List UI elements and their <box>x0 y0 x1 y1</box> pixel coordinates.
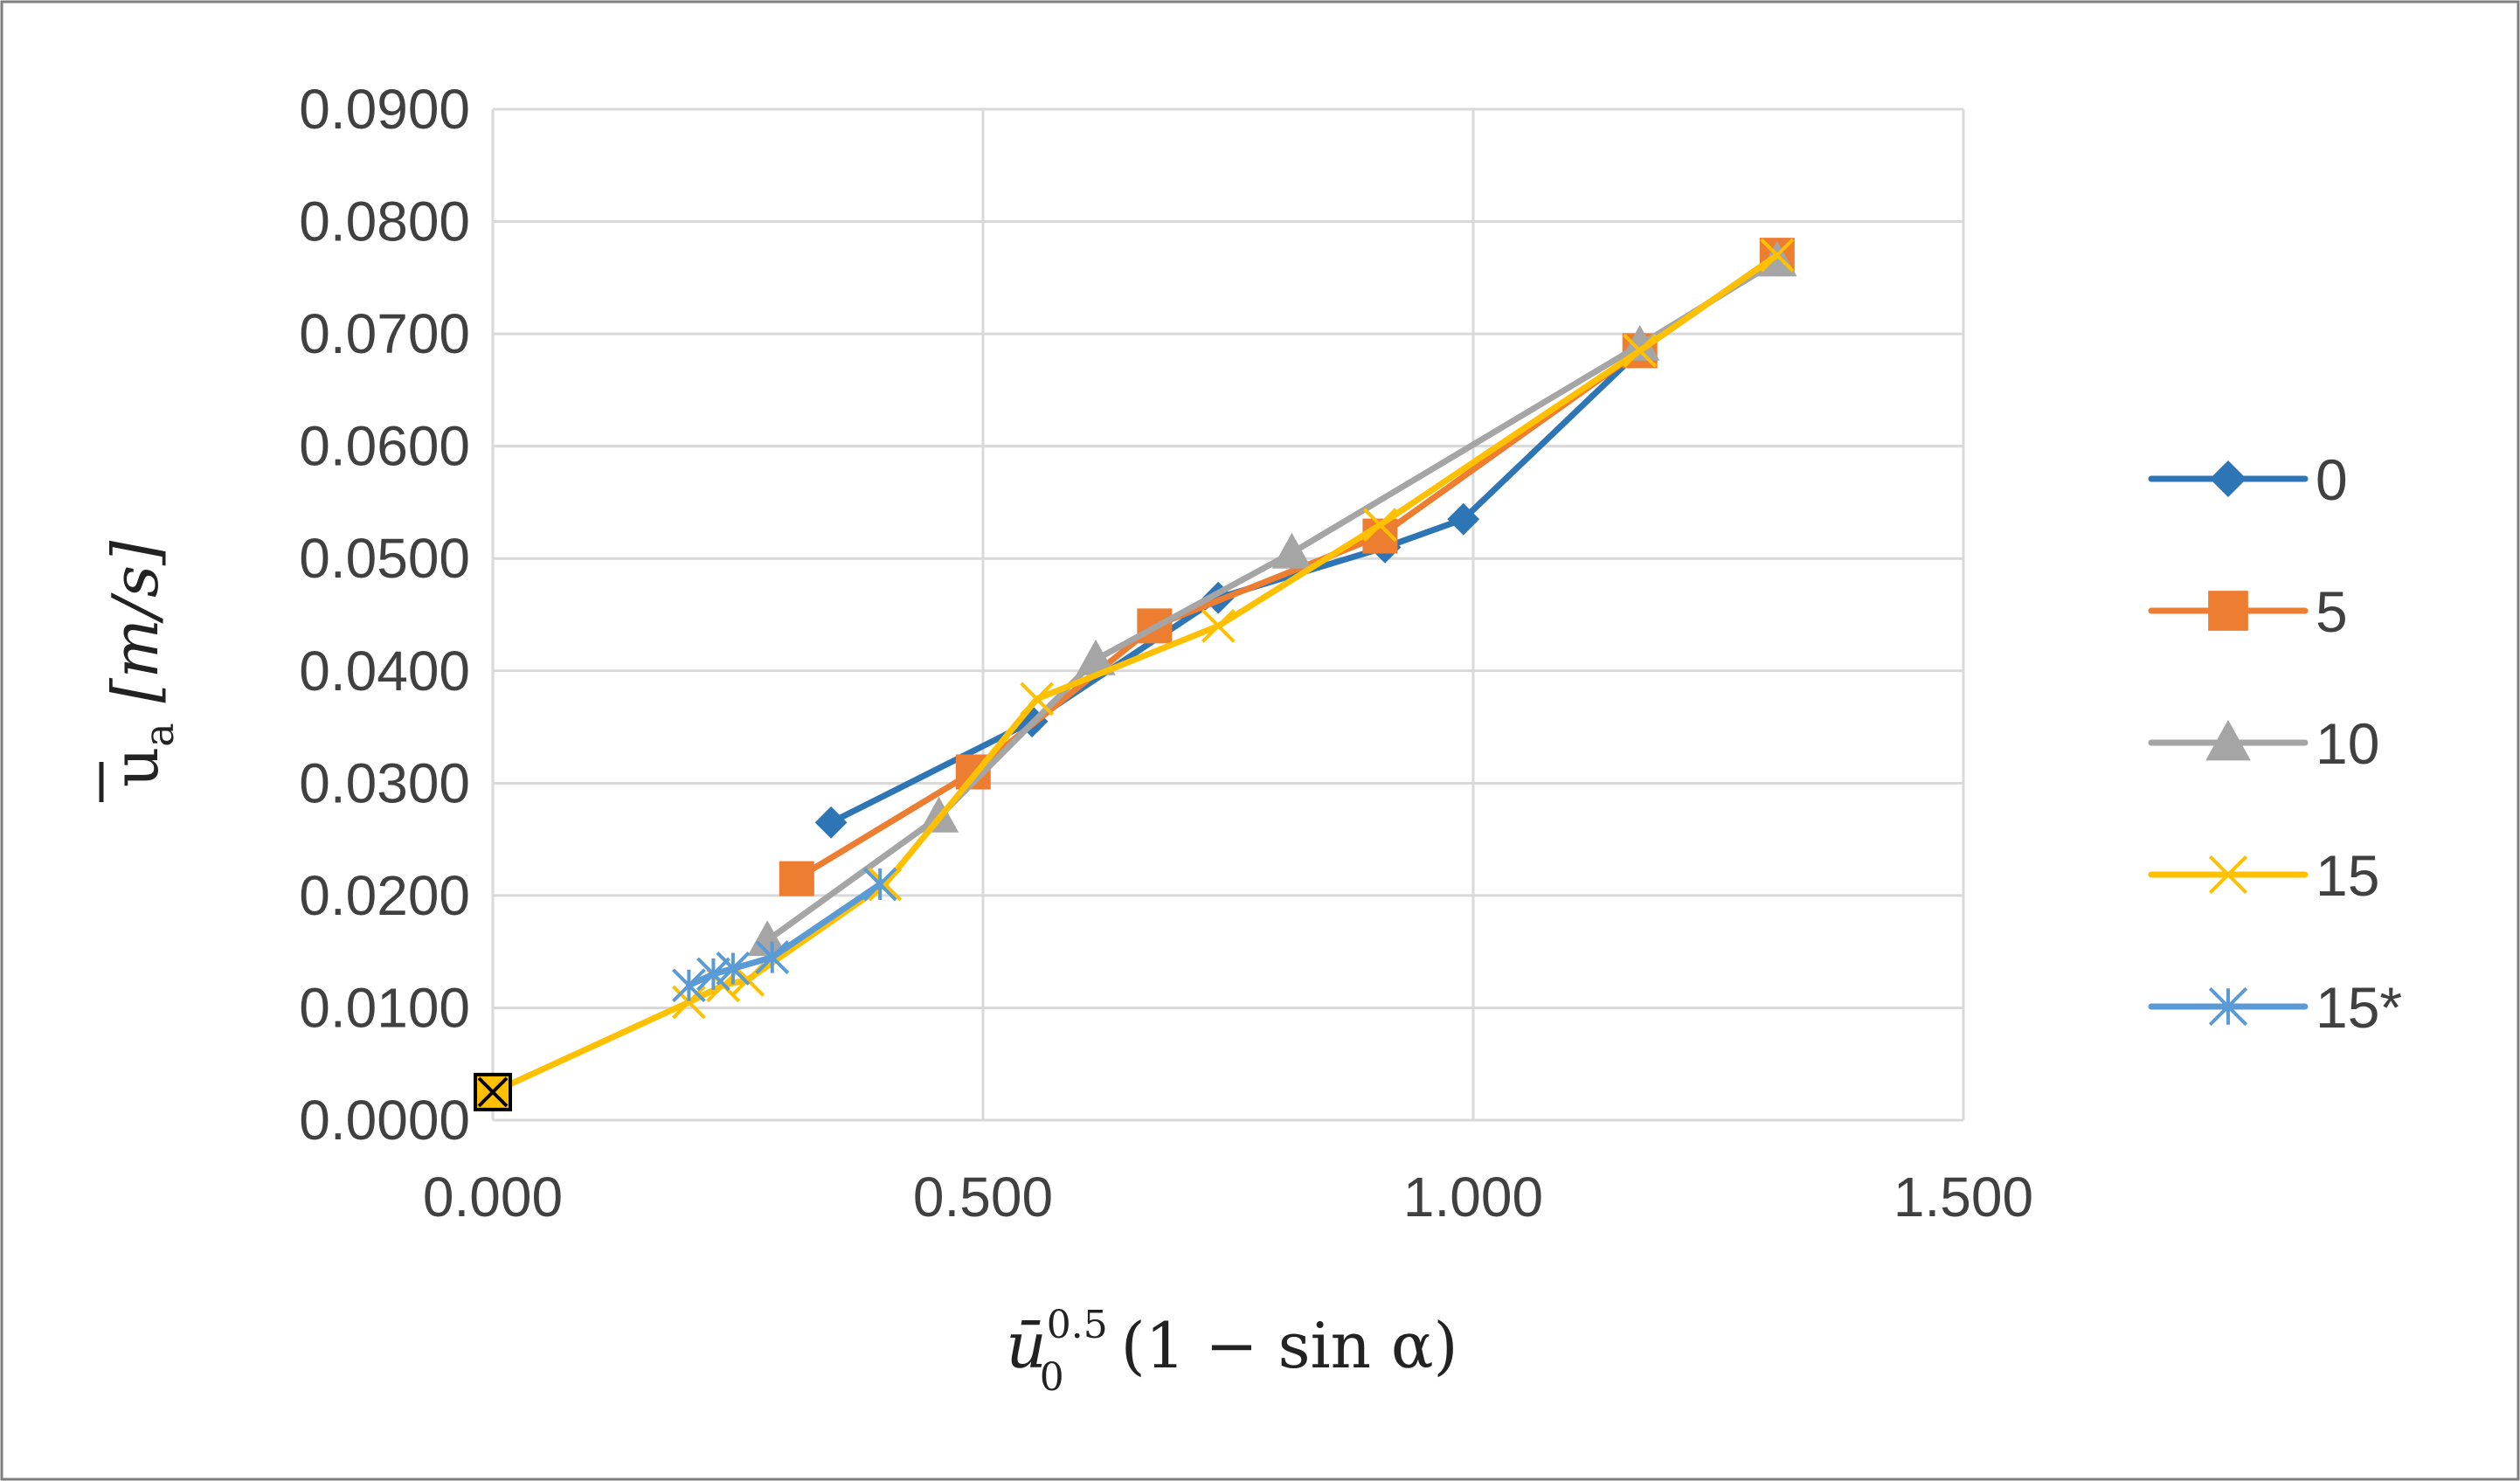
legend-label: 5 <box>2316 579 2348 644</box>
y-tick-label: 0.0600 <box>299 415 470 478</box>
y-tick-label: 0.0300 <box>299 751 470 814</box>
marker-square <box>780 862 813 896</box>
x-tick-label: 1.500 <box>1893 1166 2033 1228</box>
y-tick-label: 0.0900 <box>299 78 470 141</box>
y-tick-label: 0.0400 <box>299 640 470 702</box>
y-tick-label: 0.0000 <box>299 1089 470 1152</box>
chart: 0.00000.01000.02000.03000.04000.05000.06… <box>0 0 2520 1481</box>
y-axis-title-rest: [m/s] <box>99 540 172 723</box>
legend-label: 15 <box>2316 843 2379 908</box>
y-axis-title-group: ua [m/s] <box>99 540 183 802</box>
x-axis-title-rest: (1 − sin α) <box>1101 1309 1458 1382</box>
y-tick-label: 0.0700 <box>299 302 470 365</box>
y-tick-label: 0.0100 <box>299 976 470 1039</box>
x-tick-label: 0.000 <box>423 1166 563 1228</box>
marker-square <box>2209 592 2247 630</box>
x-axis-title-sub: 0 <box>1040 1355 1064 1400</box>
y-tick-label: 0.0500 <box>299 527 470 590</box>
x-tick-label: 0.500 <box>913 1166 1053 1228</box>
annotation-layer <box>475 1075 510 1110</box>
legend-label: 0 <box>2316 447 2348 512</box>
y-axis-title-sub: a <box>135 723 183 746</box>
y-axis-title-base: u <box>99 747 172 787</box>
y-tick-label: 0.0200 <box>299 864 470 927</box>
legend-label: 10 <box>2316 711 2379 776</box>
y-axis-title: ua [m/s] <box>99 540 183 787</box>
x-axis-title-sup: 0.5 <box>1047 1303 1108 1347</box>
y-tick-label: 0.0800 <box>299 190 470 253</box>
x-tick-label: 1.000 <box>1403 1166 1543 1228</box>
legend-label: 15* <box>2316 975 2402 1040</box>
